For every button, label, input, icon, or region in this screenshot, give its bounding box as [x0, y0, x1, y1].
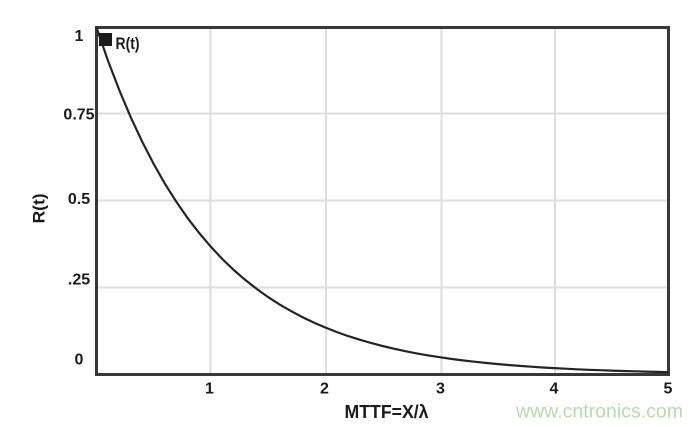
- svg-text:R(t): R(t): [116, 34, 140, 53]
- svg-text:1: 1: [205, 381, 214, 398]
- svg-text:5: 5: [664, 381, 673, 398]
- svg-text:www.cntronics.com: www.cntronics.com: [515, 401, 683, 423]
- svg-text:.25: .25: [68, 272, 90, 289]
- svg-text:1: 1: [75, 28, 84, 45]
- svg-text:4: 4: [550, 381, 559, 398]
- svg-text:0.75: 0.75: [63, 107, 94, 124]
- svg-text:3: 3: [436, 381, 445, 398]
- svg-text:0.5: 0.5: [68, 191, 90, 208]
- svg-text:2: 2: [320, 381, 329, 398]
- svg-text:R(t): R(t): [30, 193, 49, 223]
- svg-text:MTTF=X/λ: MTTF=X/λ: [345, 402, 429, 422]
- svg-text:0: 0: [75, 352, 84, 369]
